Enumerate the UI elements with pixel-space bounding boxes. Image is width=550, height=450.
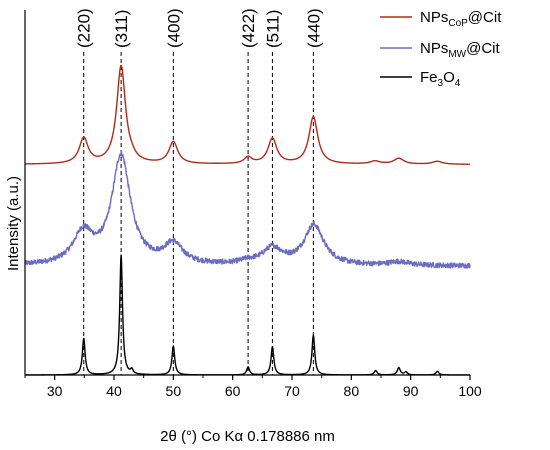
x-tick-label: 100	[458, 383, 482, 399]
series-line	[24, 64, 471, 165]
x-tick-label: 80	[344, 383, 360, 399]
peak-label: (440)	[304, 8, 323, 48]
legend-label: NPsCoP@Cit	[420, 9, 502, 29]
y-axis-title: Intensity (a.u.)	[5, 176, 22, 271]
legend-label: Fe3O4	[420, 69, 461, 89]
peak-label: (511)	[263, 10, 282, 48]
peak-labels: (220) (311) (400) (422) (511) (440)	[75, 8, 324, 48]
x-tick-label: 90	[403, 383, 419, 399]
peak-label: (400)	[164, 8, 183, 48]
reference-lines	[83, 52, 314, 375]
x-tick-label: 40	[106, 383, 122, 399]
legend-label: NPsMW@Cit	[420, 40, 501, 60]
series-line	[24, 254, 471, 376]
axes	[24, 10, 470, 376]
x-axis-title: 2θ (°) Co Kα 0.178886 nm	[160, 428, 335, 445]
x-ticks: 30 40 50 60 70 80 90 100	[24, 375, 482, 399]
peak-label: (422)	[239, 8, 258, 48]
x-tick-label: 70	[284, 383, 300, 399]
x-tick-label: 50	[166, 383, 182, 399]
peak-label: (311)	[112, 10, 131, 48]
x-tick-label: 30	[47, 383, 63, 399]
legend: NPsCoP@Cit NPsMW@Cit Fe3O4	[380, 9, 502, 89]
series-lines	[24, 64, 471, 376]
series-line	[24, 150, 471, 269]
x-tick-label: 60	[225, 383, 241, 399]
peak-label: (220)	[75, 8, 94, 48]
